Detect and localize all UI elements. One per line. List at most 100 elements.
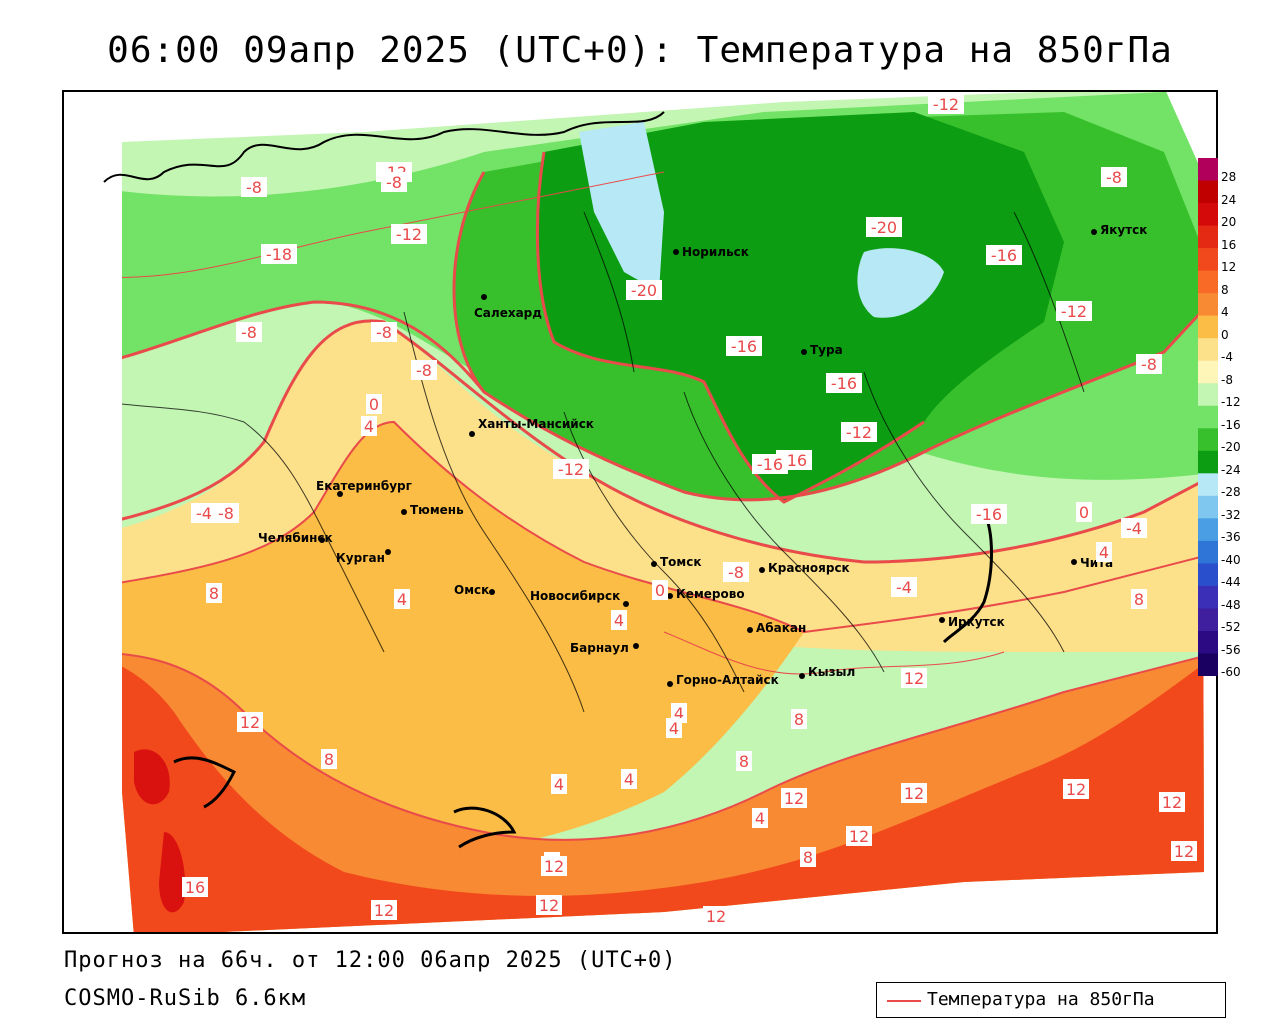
scale-tick-label: 8 bbox=[1221, 282, 1229, 297]
contour-label: -8 bbox=[723, 562, 749, 582]
contour-label-text: 4 bbox=[397, 590, 407, 609]
contour-label: 4 bbox=[394, 589, 410, 609]
contour-label: -20 bbox=[626, 280, 662, 300]
city-kyzyl: Кызыл bbox=[799, 665, 855, 679]
map-panel[interactable]: Норильск Якутск Салехард Тура Ханты-Манс… bbox=[62, 90, 1218, 934]
scale-tick-label: 4 bbox=[1221, 305, 1229, 319]
contour-label-text: -18 bbox=[266, 245, 292, 264]
contour-label: -8 bbox=[371, 322, 397, 342]
city-yekaterinburg: Екатеринбург bbox=[316, 479, 412, 497]
contour-label: -20 bbox=[866, 217, 902, 237]
lake-baikal bbox=[942, 511, 993, 644]
contour-label-text: 12 bbox=[904, 669, 924, 688]
contour-label: 0 bbox=[1076, 502, 1092, 522]
contour-label: 4 bbox=[611, 610, 627, 630]
contour-label-text: 8 bbox=[803, 848, 813, 867]
contour-label: 8 bbox=[321, 749, 337, 769]
scale-swatch bbox=[1198, 653, 1218, 676]
contour-label: 8 bbox=[1131, 589, 1147, 609]
scale-swatch bbox=[1198, 293, 1218, 317]
city-barnaul: Барнаул bbox=[570, 641, 639, 655]
contour-label: 12 bbox=[541, 856, 567, 876]
city-chelyabinsk: Челябинск bbox=[258, 531, 333, 545]
city-tura: Тура bbox=[801, 343, 843, 357]
contour-label-text: 16 bbox=[185, 878, 205, 897]
city-gorno-altaysk: Горно-Алтайск bbox=[667, 673, 779, 687]
contour-label-text: 4 bbox=[624, 770, 634, 789]
scale-swatch bbox=[1198, 540, 1218, 564]
city-kurgan: Курган bbox=[336, 549, 391, 565]
contour-label-text: 12 bbox=[544, 857, 564, 876]
city-tomsk: Томск bbox=[651, 555, 702, 569]
area-ice-taymyr bbox=[579, 122, 664, 292]
contour-label: -8 bbox=[381, 172, 407, 192]
contour-label-text: -8 bbox=[241, 323, 257, 342]
contour-label: -8 bbox=[1136, 354, 1162, 374]
contour-label: 4 bbox=[752, 808, 768, 828]
scale-swatch bbox=[1198, 225, 1218, 249]
contour-label: -8 bbox=[213, 503, 239, 523]
contour-label: -12 bbox=[391, 224, 427, 244]
scale-tick-label: 12 bbox=[1221, 260, 1237, 274]
scale-swatch bbox=[1198, 338, 1218, 362]
contour-label-text: -12 bbox=[933, 95, 959, 114]
svg-text:Курган: Курган bbox=[336, 551, 385, 565]
svg-text:Омск: Омск bbox=[454, 583, 489, 597]
contour-label-text: -8 bbox=[1141, 355, 1157, 374]
contour-label: -8 bbox=[236, 322, 262, 342]
city-novosibirsk: Новосибирск bbox=[530, 589, 629, 607]
contour-label: -4 bbox=[191, 503, 217, 523]
contour-label-text: -8 bbox=[728, 563, 744, 582]
contour-label: 12 bbox=[1063, 779, 1089, 799]
contour-label: 4 bbox=[666, 718, 682, 738]
scale-tick-label: 0 bbox=[1221, 327, 1229, 342]
scale-tick-label: -40 bbox=[1221, 552, 1241, 567]
svg-text:Челябинск: Челябинск bbox=[258, 531, 333, 545]
scale-tick-label: 24 bbox=[1221, 192, 1237, 207]
contour-label: -12 bbox=[841, 422, 877, 442]
contour-label-text: -12 bbox=[846, 423, 872, 442]
scale-swatch bbox=[1198, 158, 1218, 182]
contour-label-text: -8 bbox=[1106, 168, 1122, 187]
contour-label: 0 bbox=[366, 394, 382, 414]
contour-label: -18 bbox=[261, 244, 297, 264]
scale-tick-label: -16 bbox=[1221, 417, 1241, 432]
scale-swatch bbox=[1198, 450, 1218, 474]
scale-tick-label: -28 bbox=[1221, 485, 1241, 499]
contour-label-text: -16 bbox=[831, 374, 857, 393]
svg-text:Тюмень: Тюмень bbox=[410, 503, 464, 517]
city-norilsk: Норильск bbox=[673, 245, 749, 259]
scale-tick-label: -60 bbox=[1221, 665, 1241, 679]
scale-swatch bbox=[1198, 563, 1218, 587]
contour-label: 12 bbox=[237, 712, 263, 732]
arctic-coastline bbox=[103, 111, 665, 183]
forecast-info: Прогноз на 66ч. от 12:00 06апр 2025 (UTC… bbox=[64, 948, 677, 973]
contour-label-text: 8 bbox=[209, 584, 219, 603]
isotherm-lines bbox=[122, 151, 1204, 841]
temperature-map: Норильск Якутск Салехард Тура Ханты-Манс… bbox=[103, 92, 1204, 932]
contour-label-text: -16 bbox=[757, 455, 783, 474]
contour-label: 12 bbox=[371, 900, 397, 920]
contour-label-text: -16 bbox=[731, 337, 757, 356]
contour-label-text: -20 bbox=[631, 281, 657, 300]
contour-label-text: -8 bbox=[218, 504, 234, 523]
scale-swatch bbox=[1198, 315, 1218, 339]
lake-zaysan bbox=[173, 756, 237, 809]
scale-swatch bbox=[1198, 585, 1218, 609]
scale-swatch bbox=[1198, 270, 1218, 294]
svg-text:Кемерово: Кемерово bbox=[676, 587, 745, 601]
scale-swatch bbox=[1198, 383, 1218, 407]
contour-label-text: -12 bbox=[558, 460, 584, 479]
scale-swatch bbox=[1198, 248, 1218, 272]
contour-label-text: 4 bbox=[669, 719, 679, 738]
scale-tick-label: -48 bbox=[1221, 597, 1241, 612]
area-warm bbox=[122, 652, 1204, 932]
svg-text:Барнаул: Барнаул bbox=[570, 641, 629, 655]
city-abakan: Абакан bbox=[747, 621, 806, 635]
color-scale bbox=[1198, 158, 1218, 676]
contour-label: -16 bbox=[971, 504, 1007, 524]
scale-swatch bbox=[1198, 518, 1218, 542]
legend-line-sample bbox=[887, 1000, 921, 1002]
contour-label: 12 bbox=[1171, 841, 1197, 861]
svg-text:Кызыл: Кызыл bbox=[808, 665, 855, 679]
